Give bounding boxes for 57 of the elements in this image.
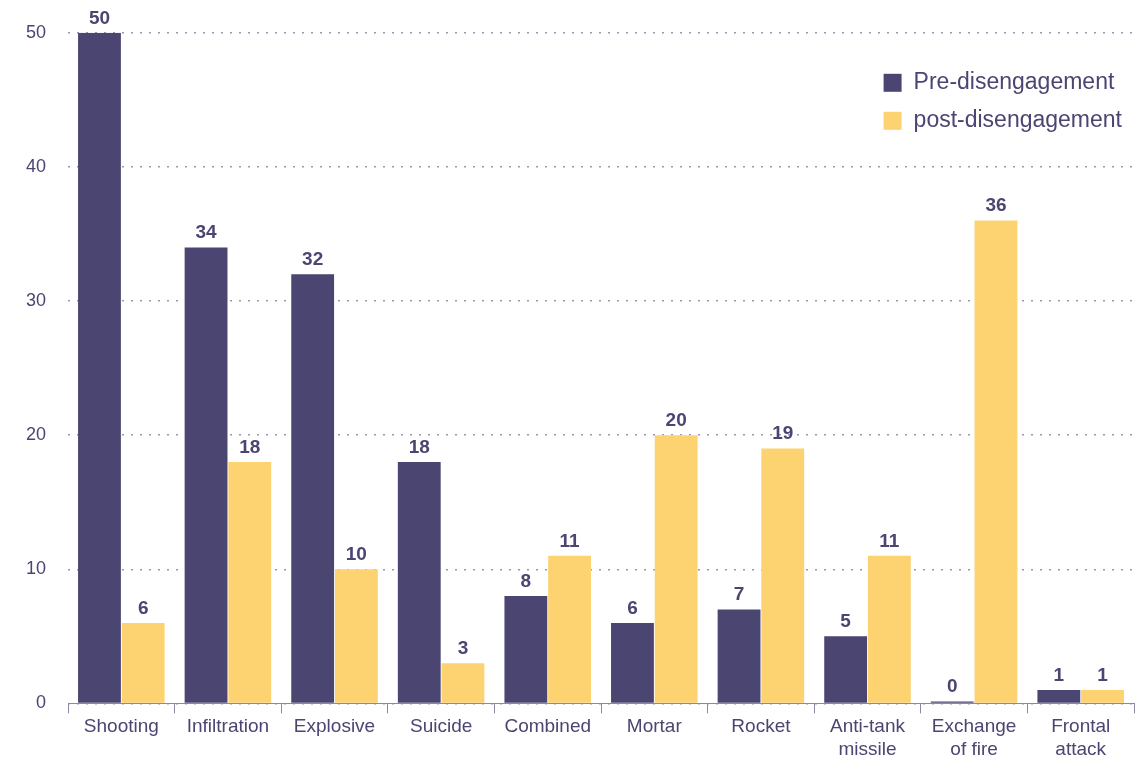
data-label: 10 <box>345 543 367 565</box>
legend-label: Pre-disengagement <box>913 68 1115 95</box>
data-label: 18 <box>239 435 261 457</box>
data-label: 0 <box>946 675 958 697</box>
bar <box>121 622 165 703</box>
bar <box>334 569 378 703</box>
x-tick-label: Suicide <box>409 715 473 737</box>
bar <box>397 461 441 703</box>
y-tick-label: 40 <box>25 155 47 176</box>
y-tick-label: 10 <box>25 558 47 579</box>
x-tick-label: Rocket <box>731 715 792 737</box>
x-tick-label: Exchange of fire <box>931 715 1017 759</box>
bar <box>974 220 1018 703</box>
data-label: 32 <box>302 247 324 269</box>
y-tick-label: 20 <box>25 424 47 445</box>
x-tick-label: Combined <box>504 715 592 737</box>
bar <box>441 663 485 703</box>
bar <box>1081 689 1124 703</box>
data-label: 50 <box>88 6 111 28</box>
data-label: 3 <box>457 636 469 658</box>
data-label: 19 <box>772 422 794 444</box>
bar <box>548 555 591 703</box>
bar <box>78 32 121 703</box>
y-tick-label: 0 <box>36 692 47 713</box>
data-label: 20 <box>665 408 687 430</box>
bar <box>654 435 698 703</box>
data-label: 5 <box>840 610 852 632</box>
data-label: 36 <box>985 194 1007 216</box>
bar <box>867 555 911 703</box>
bar <box>504 596 548 703</box>
legend-label: post-disengagement <box>913 106 1123 133</box>
data-label: 7 <box>733 583 745 605</box>
bar <box>824 636 868 703</box>
bar <box>761 448 805 703</box>
data-label: 18 <box>408 435 430 457</box>
data-label: 11 <box>559 529 581 551</box>
x-tick-label: Infiltration <box>186 715 270 737</box>
bar <box>228 461 272 703</box>
data-label: 11 <box>879 529 900 551</box>
data-label: 6 <box>627 596 638 618</box>
x-tick-label: Shooting <box>83 715 159 737</box>
bar <box>291 274 335 703</box>
data-label: 8 <box>520 569 532 591</box>
x-tick-label: Anti-tank missile <box>830 715 906 759</box>
data-label: 1 <box>1097 663 1109 685</box>
x-tick-label: Explosive <box>293 715 376 737</box>
bar <box>717 609 761 703</box>
bar <box>611 622 654 703</box>
x-tick-label: Frontal attack <box>1051 715 1111 759</box>
data-label: 34 <box>195 221 218 243</box>
y-tick-label: 30 <box>25 290 47 311</box>
bar <box>184 247 228 703</box>
y-tick-label: 50 <box>25 21 47 42</box>
x-tick-label: Mortar <box>626 715 683 737</box>
data-label: 6 <box>137 596 149 618</box>
data-label: 1 <box>1053 663 1065 685</box>
bar <box>1037 689 1081 703</box>
